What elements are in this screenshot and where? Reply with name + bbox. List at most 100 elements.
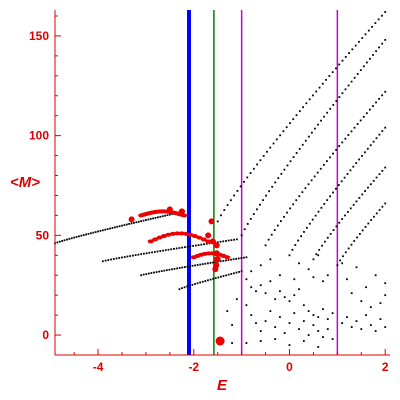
data-point <box>369 144 372 147</box>
data-point <box>152 217 155 220</box>
data-point <box>235 257 238 260</box>
data-point <box>293 312 296 315</box>
data-point <box>109 227 111 230</box>
data-point <box>216 220 219 223</box>
data-point <box>133 221 135 224</box>
data-point <box>371 25 373 28</box>
data-point <box>355 200 358 203</box>
data-point <box>321 82 324 85</box>
data-point <box>175 247 178 250</box>
data-point <box>326 328 329 330</box>
data-point <box>243 228 246 231</box>
data-point <box>183 286 186 289</box>
data-point <box>308 98 311 101</box>
data-point <box>289 207 292 210</box>
data-point <box>367 29 370 32</box>
data-point <box>381 14 383 17</box>
data-point <box>168 213 171 216</box>
data-point <box>222 275 225 277</box>
data-point <box>264 292 267 295</box>
data-point <box>264 244 267 247</box>
data-point <box>293 294 296 297</box>
data-point <box>231 342 233 344</box>
data-point <box>112 258 115 260</box>
data-point <box>82 234 85 236</box>
data-point <box>322 308 324 311</box>
data-point <box>344 88 347 91</box>
data-point <box>235 271 238 274</box>
data-point <box>301 191 304 194</box>
data-point <box>355 266 358 269</box>
data-point <box>156 250 159 253</box>
data-point <box>307 310 310 313</box>
data-point <box>342 255 344 258</box>
data-point <box>178 288 181 291</box>
data-point <box>227 259 230 261</box>
data-point <box>326 274 329 277</box>
data-point <box>346 173 349 175</box>
red-data-point <box>169 231 176 236</box>
data-point <box>159 250 162 252</box>
data-point <box>147 218 150 221</box>
data-point <box>317 254 320 257</box>
data-point <box>264 320 267 322</box>
data-point <box>312 314 315 317</box>
data-point <box>121 224 123 227</box>
data-point <box>307 135 310 138</box>
data-point <box>291 248 294 251</box>
data-point <box>347 247 350 250</box>
data-point <box>186 265 189 268</box>
data-point <box>341 92 344 95</box>
data-point <box>319 167 322 170</box>
data-point <box>344 137 347 140</box>
data-point <box>381 42 384 45</box>
data-point <box>370 219 373 221</box>
data-point <box>337 184 340 186</box>
data-point <box>153 251 156 253</box>
data-point <box>145 252 148 255</box>
data-point <box>360 300 363 303</box>
data-point <box>313 175 316 178</box>
data-point <box>199 263 202 266</box>
data-point <box>372 105 374 107</box>
data-point <box>341 262 344 265</box>
data-point <box>358 158 361 161</box>
data-point <box>353 126 356 129</box>
data-point <box>265 194 267 197</box>
data-point <box>240 234 243 237</box>
data-point <box>97 230 99 233</box>
data-point <box>194 264 196 267</box>
red-data-point <box>156 235 163 240</box>
data-point <box>317 346 320 348</box>
data-point <box>173 267 176 270</box>
data-point <box>269 310 272 313</box>
data-point <box>252 167 255 170</box>
red-data-point <box>178 208 185 215</box>
data-point <box>325 78 327 81</box>
data-point <box>340 180 343 183</box>
data-point <box>306 226 308 229</box>
data-point <box>130 222 133 225</box>
data-point <box>145 219 147 221</box>
data-point <box>250 270 253 273</box>
data-point <box>349 207 352 210</box>
data-point <box>212 261 214 264</box>
data-point <box>154 216 157 219</box>
data-point <box>358 232 361 235</box>
data-point <box>365 61 368 64</box>
data-point <box>151 251 153 254</box>
data-point <box>181 266 184 269</box>
data-point <box>332 229 335 232</box>
data-point <box>222 240 225 243</box>
data-point <box>343 176 346 179</box>
y-axis-label: <M> <box>10 174 40 191</box>
data-point <box>329 232 332 235</box>
data-point <box>196 264 199 266</box>
data-point <box>113 226 116 229</box>
data-point <box>183 246 186 249</box>
data-point <box>384 90 387 93</box>
data-point <box>358 196 361 199</box>
red-data-point <box>208 218 215 225</box>
data-point <box>356 236 358 239</box>
data-point <box>346 210 349 213</box>
